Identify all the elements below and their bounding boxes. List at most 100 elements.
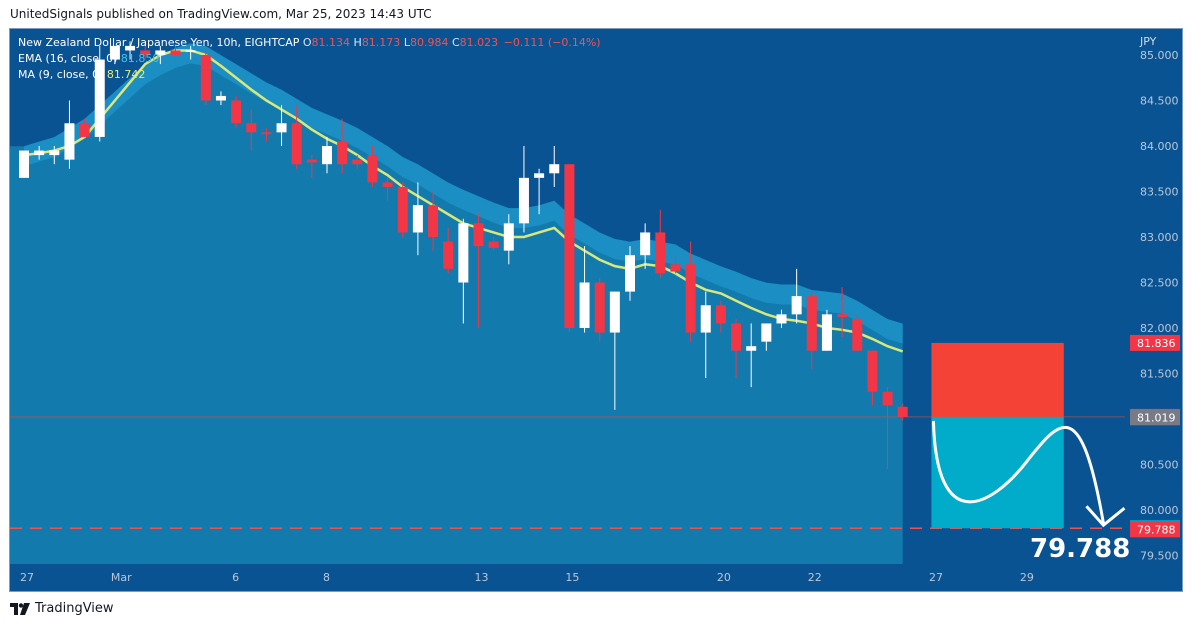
chart-legend: New Zealand Dollar / Japanese Yen, 10h, … [18, 35, 601, 83]
candle-body [64, 123, 75, 160]
candle [821, 309, 832, 351]
candle [306, 155, 317, 178]
candle-body [852, 318, 863, 351]
candle-body [155, 50, 166, 55]
x-tick-label: 15 [565, 571, 579, 584]
candle [109, 45, 120, 65]
y-tick-label: 80.000 [1140, 504, 1179, 517]
candle-body [746, 346, 757, 351]
candle-body [594, 282, 605, 333]
legend-high-label: H [353, 36, 362, 49]
candle [397, 182, 408, 237]
candle [731, 318, 742, 379]
x-tick-label: 6 [232, 571, 239, 584]
legend-ma-value: 81.742 [106, 68, 146, 81]
x-tick-label: 22 [808, 571, 822, 584]
candle [352, 155, 363, 169]
candle-body [443, 241, 454, 269]
candle [579, 246, 590, 333]
legend-close-label: C [451, 36, 460, 49]
legend-ma-row[interactable]: MA (9, close, 0) 81.742 [18, 67, 601, 83]
legend-high-value: 81.173 [361, 36, 401, 49]
candle [412, 182, 423, 256]
candle-body [322, 146, 332, 165]
candle [503, 214, 514, 265]
price-tag-box [1130, 521, 1180, 538]
candle-body [503, 223, 514, 251]
candle-body [518, 177, 529, 224]
legend-open-value: 81.134 [311, 36, 351, 49]
y-tick-label: 80.500 [1140, 459, 1179, 472]
candle [94, 45, 105, 142]
candle [443, 227, 454, 274]
candle-body [867, 350, 878, 392]
candle [276, 105, 287, 146]
price-tag-label: 79.788 [1137, 523, 1176, 536]
candle-body [579, 282, 590, 328]
candle-body [458, 223, 469, 283]
publisher-header: UnitedSignals published on TradingView.c… [10, 7, 432, 21]
candle [185, 45, 196, 60]
candle [291, 105, 302, 169]
tradingview-logo[interactable]: TradingView [10, 601, 114, 616]
legend-close-value: 81.023 [459, 36, 499, 49]
y-tick-label: 81.500 [1140, 368, 1179, 381]
y-tick-label: 82.500 [1140, 277, 1179, 290]
candle-body [685, 264, 696, 333]
candle [897, 403, 908, 421]
candle-body [897, 406, 908, 417]
chart-frame[interactable]: 85.000 84.500 84.000 83.500 83.000 82.500 82.0… [9, 28, 1183, 592]
x-tick-label: Mar [111, 571, 132, 584]
candle-body [140, 50, 151, 55]
candle-body [397, 186, 408, 233]
candle-body [549, 164, 560, 174]
candle-body [109, 45, 120, 60]
legend-low-value: 80.984 [409, 36, 449, 49]
candle [473, 214, 484, 328]
candle-body [700, 305, 711, 333]
candle-body [882, 391, 893, 406]
candle-body [791, 296, 802, 315]
candle-body [564, 164, 575, 328]
candle-body [821, 314, 832, 351]
candle [337, 118, 348, 174]
candle [715, 300, 726, 333]
candle-body [215, 95, 226, 101]
candle [458, 218, 469, 324]
y-tick-label: 82.000 [1140, 322, 1179, 335]
price-tag-box [1130, 334, 1180, 351]
candle-body [246, 123, 257, 133]
candle [64, 100, 75, 169]
candle-body [231, 100, 242, 124]
candle-body [125, 45, 136, 51]
x-tick-label: 8 [323, 571, 330, 584]
currency-label: JPY [1139, 35, 1157, 48]
price-chart[interactable]: 85.000 84.500 84.000 83.500 83.000 82.500 82.0… [10, 29, 1182, 591]
candle-body [79, 123, 90, 137]
legend-ema-value: 81.850 [120, 52, 160, 65]
candle [34, 146, 45, 160]
candle [534, 168, 545, 215]
candle-body [352, 159, 363, 165]
y-tick-label: 83.000 [1140, 231, 1179, 244]
tradingview-logo-icon [10, 602, 30, 615]
candle-body [625, 255, 635, 292]
candle [49, 146, 60, 165]
legend-low-label: L [403, 36, 410, 49]
candle [806, 291, 817, 369]
price-tag-label: 81.019 [1137, 411, 1176, 424]
candle-body [412, 205, 423, 233]
legend-symbol-row: New Zealand Dollar / Japanese Yen, 10h, … [18, 35, 601, 51]
legend-ema-row[interactable]: EMA (16, close, 0) 81.850 [18, 51, 601, 67]
candle-body [34, 150, 45, 156]
candle-body [382, 182, 393, 187]
candle [19, 150, 29, 178]
candle [670, 255, 681, 274]
candle [746, 323, 757, 388]
y-tick-label: 83.500 [1140, 186, 1179, 199]
candle [549, 146, 560, 187]
candle [79, 118, 90, 137]
candle-body [261, 132, 272, 135]
legend-symbol[interactable]: New Zealand Dollar / Japanese Yen, 10h, … [18, 36, 300, 49]
ema-band [24, 43, 903, 344]
